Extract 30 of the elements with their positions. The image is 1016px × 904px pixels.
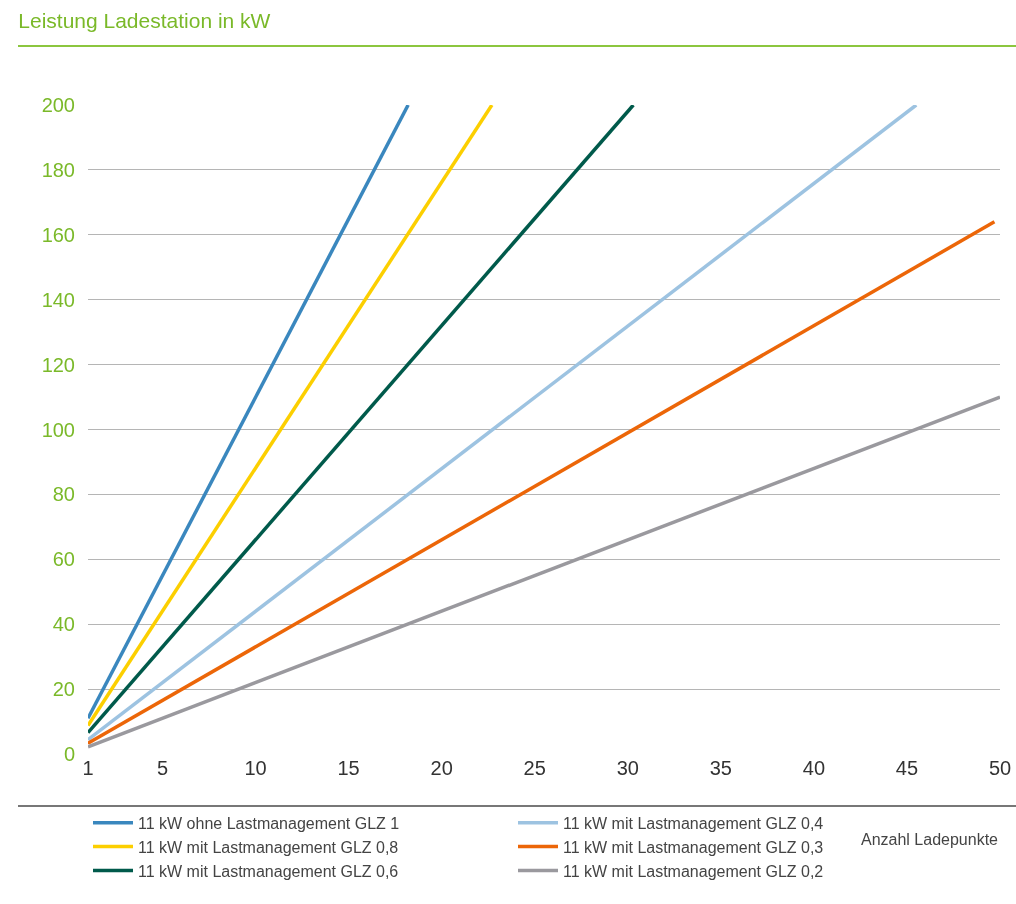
x-tick-label: 35 [709, 757, 732, 779]
x-tick-label: 45 [895, 757, 919, 779]
x-tick-label: 1 [82, 757, 94, 779]
y-tick-label: 120 [41, 353, 75, 376]
y-tick-label: 100 [41, 418, 75, 441]
x-tick-label: 50 [988, 757, 1012, 779]
legend-label: 11 kW mit Lastmanagement GLZ 0,6 [138, 862, 399, 880]
x-tick-label: 10 [244, 757, 267, 779]
y-tick-label: 0 [63, 743, 75, 765]
legend-label: 11 kW mit Lastmanagement GLZ 0,4 [563, 815, 824, 833]
legend-label: 11 kW ohne Lastmanagement GLZ 1 [138, 815, 400, 833]
legend-label: 11 kW mit Lastmanagement GLZ 0,3 [563, 838, 824, 856]
y-tick-label: 160 [41, 223, 75, 246]
chart-title: Leistung Ladestation in kW [18, 9, 271, 33]
y-tick-label: 80 [52, 483, 75, 506]
x-tick-label: 30 [616, 757, 639, 779]
y-tick-label: 40 [52, 613, 75, 636]
x-tick-label: 40 [802, 757, 826, 779]
y-tick-label: 60 [52, 548, 75, 571]
legend-label: 11 kW mit Lastmanagement GLZ 0,8 [138, 838, 399, 856]
y-tick-label: 20 [52, 678, 75, 701]
y-tick-label: 200 [41, 94, 75, 116]
x-tick-label: 25 [523, 757, 546, 779]
y-tick-label: 180 [41, 158, 75, 181]
y-tick-label: 140 [41, 288, 75, 311]
x-tick-label: 15 [337, 757, 360, 779]
x-axis-title: Anzahl Ladepunkte [861, 831, 999, 848]
x-tick-label: 20 [430, 757, 453, 779]
x-tick-label: 5 [156, 757, 169, 779]
legend-label: 11 kW mit Lastmanagement GLZ 0,2 [563, 862, 824, 880]
